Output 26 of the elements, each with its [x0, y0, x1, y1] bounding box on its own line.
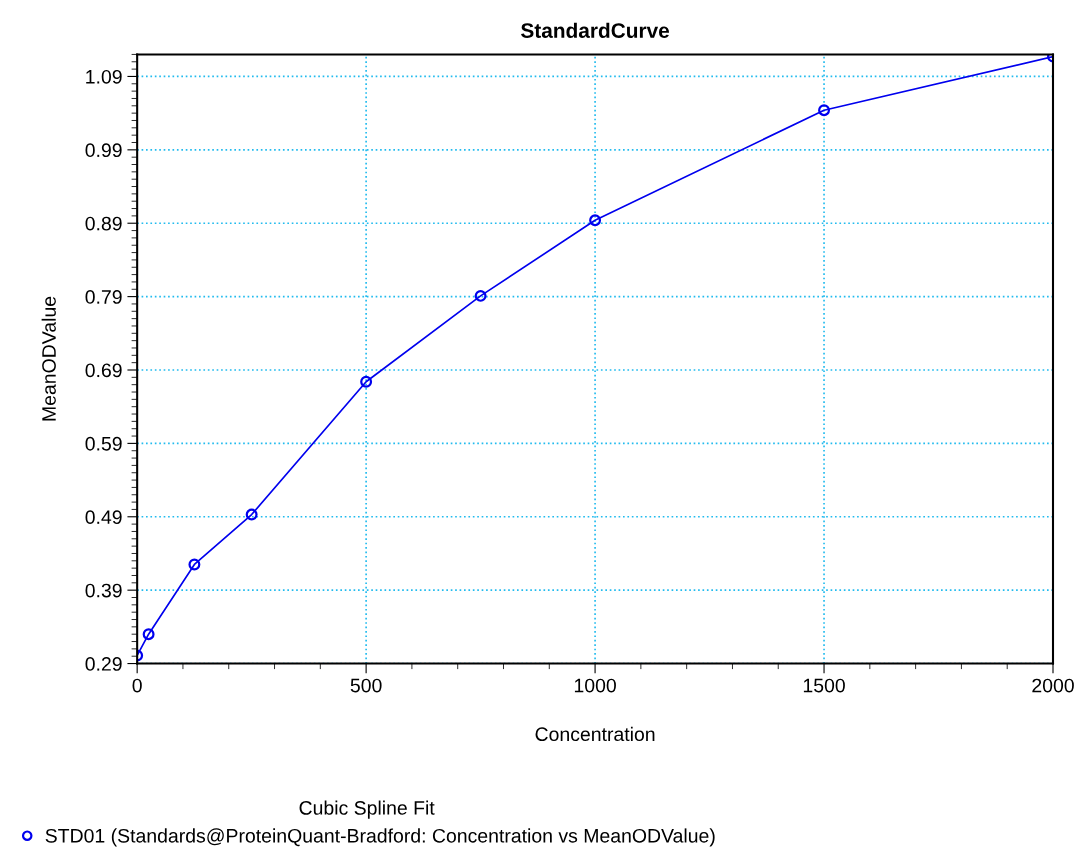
y-tick-label: 0.79: [85, 290, 122, 304]
point: [818, 104, 831, 117]
y-tick-label: 0.89: [85, 216, 122, 231]
x-axis-title: Concentration: [535, 726, 655, 742]
x-tick-label: 500: [350, 678, 382, 693]
point: [360, 375, 373, 388]
y-tick-label: 0.69: [85, 363, 122, 378]
point: [142, 628, 155, 641]
y-tick-label: 1.09: [86, 69, 122, 84]
y-tick-label: 0.59: [85, 436, 122, 451]
y-tick-label: 0.29: [85, 657, 122, 671]
x-tick-label: 0: [132, 678, 142, 693]
chart-title: StandardCurve: [521, 22, 670, 38]
point: [188, 558, 201, 571]
x-tick-label: 1500: [803, 678, 845, 693]
x-tick-label: 2000: [1032, 678, 1074, 693]
x-tick-label: 1000: [574, 678, 616, 693]
y-tick-label: 0.39: [85, 583, 122, 598]
y-tick-label: 0.99: [85, 143, 122, 158]
point: [474, 289, 487, 302]
y-axis-title: MeanODValue: [41, 296, 56, 421]
legend-title: Cubic Spline Fit: [299, 800, 435, 819]
y-tick-label: 0.49: [85, 510, 122, 525]
point: [245, 508, 258, 521]
point: [589, 214, 602, 227]
legend-label: STD01 (Standards@ProteinQuant-Bradford: Concentration vs MeanODValue): [45, 828, 715, 847]
